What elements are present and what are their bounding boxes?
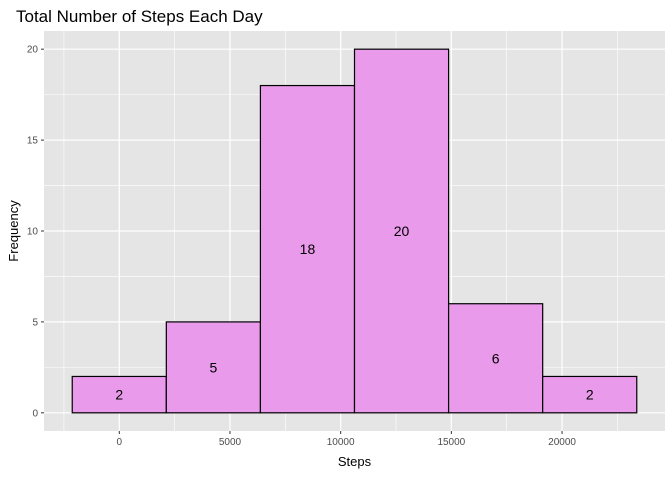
x-tick-label: 0 [116,437,122,448]
histogram-bar-4 [353,48,450,414]
histogram-bar-2 [165,321,262,414]
bar-count-label-4: 20 [394,223,410,239]
x-tick-label: 5000 [219,437,242,448]
x-axis-title: Steps [338,454,372,469]
x-tick-label: 20000 [548,437,576,448]
x-axis: 0 5000 10000 15000 20000 [116,431,576,448]
bar-labels: 2 5 18 20 6 2 [115,223,593,403]
histogram-bar-6 [542,375,638,414]
histogram-bar-1 [71,375,167,414]
histogram-bar-5 [447,303,544,414]
histogram-bar-3 [259,84,356,414]
y-tick-label: 20 [27,45,39,56]
bar-count-label-6: 2 [586,387,594,403]
bar-count-label-5: 6 [492,350,500,366]
bar-count-label-2: 5 [209,359,217,375]
bar-count-label-3: 18 [300,241,316,257]
x-tick-label: 15000 [437,437,465,448]
y-tick-label: 0 [32,408,38,419]
y-tick-label: 15 [27,136,39,147]
y-axis: 0 5 10 15 20 [27,45,44,419]
y-axis-title: Frequency [6,200,21,262]
x-tick-label: 10000 [327,437,355,448]
bars [71,48,638,414]
chart-title: Total Number of Steps Each Day [16,7,263,26]
y-tick-label: 5 [32,317,38,328]
bar-count-label-1: 2 [115,387,123,403]
y-tick-label: 10 [27,227,39,238]
